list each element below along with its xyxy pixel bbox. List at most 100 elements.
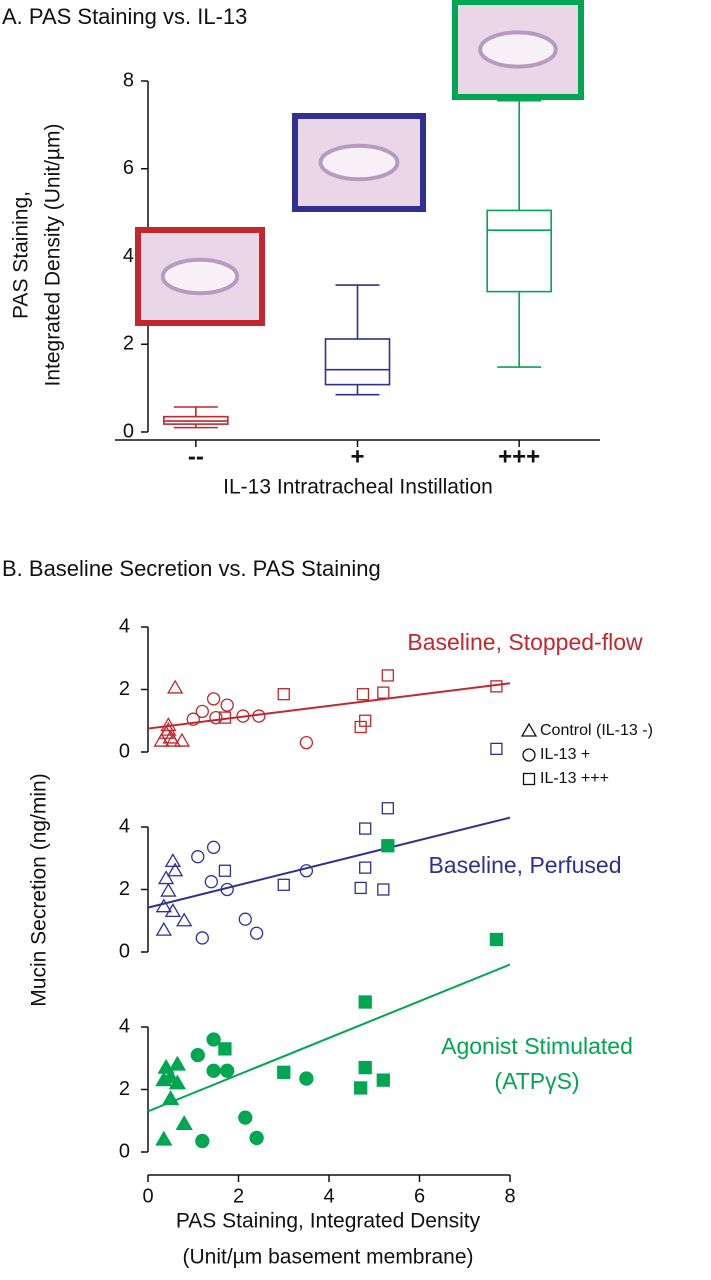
data-point <box>358 1060 372 1075</box>
fit-line <box>147 963 511 1113</box>
data-point <box>176 912 193 927</box>
data-point <box>206 1063 221 1078</box>
data-point <box>249 926 264 940</box>
data-point <box>220 1063 235 1078</box>
data-point <box>381 839 395 853</box>
data-point <box>354 881 367 895</box>
data-point <box>167 862 184 877</box>
fit-line <box>147 816 511 909</box>
data-point <box>190 1047 205 1063</box>
x-tick-label: +++ <box>498 443 540 470</box>
data-point <box>160 721 177 736</box>
y-tick-label: 4 <box>119 1015 130 1037</box>
data-point <box>354 720 367 734</box>
y-tick-label: 8 <box>123 69 134 91</box>
data-point <box>299 1071 314 1086</box>
x-axis-label: PAS Staining, Integrated Density <box>176 1210 481 1233</box>
y-tick-label: 0 <box>119 740 130 762</box>
data-point <box>236 709 250 723</box>
y-axis-label: PAS Staining, <box>10 191 33 319</box>
data-point <box>195 704 209 719</box>
data-point <box>220 698 234 712</box>
y-tick-label: 4 <box>123 245 134 267</box>
data-point <box>206 692 221 706</box>
panel-label: Baseline, Perfused <box>428 852 621 878</box>
data-point <box>168 1055 187 1071</box>
data-point <box>204 875 219 889</box>
data-point <box>157 870 175 885</box>
box <box>486 209 552 293</box>
x-tick-label: -- <box>188 443 204 470</box>
data-point <box>175 1115 193 1131</box>
panel-label: Agonist Stimulated <box>441 1033 633 1059</box>
data-point <box>164 732 182 747</box>
data-point <box>354 1081 368 1095</box>
data-point <box>359 861 372 874</box>
x-tick-label: + <box>350 443 364 470</box>
y-axis-label: Mucin Secretion (ng/min) <box>28 773 51 1006</box>
data-point <box>220 882 234 897</box>
legend-marker <box>522 772 536 786</box>
data-point <box>173 732 191 747</box>
box <box>324 338 391 386</box>
data-point <box>381 802 394 815</box>
data-point <box>206 1032 221 1047</box>
data-point <box>359 714 372 727</box>
data-point <box>164 853 182 868</box>
y-axis-label: Integrated Density (Unit/µm) <box>42 123 65 386</box>
data-point <box>195 931 209 945</box>
data-point <box>155 898 172 913</box>
data-point <box>277 688 290 701</box>
chart-title: B. Baseline Secretion vs. PAS Staining <box>2 556 381 581</box>
fit-line <box>147 682 511 730</box>
x-tick-label: 4 <box>323 1185 334 1207</box>
data-point <box>490 742 503 756</box>
data-point <box>218 711 232 724</box>
x-axis-label: (Unit/µm basement membrane) <box>182 1246 473 1269</box>
panel-label: (ATPγS) <box>494 1068 579 1094</box>
data-point <box>376 1073 390 1087</box>
data-point <box>490 680 503 693</box>
legend-label: IL-13 +++ <box>540 770 609 787</box>
data-point <box>356 688 370 701</box>
legend-label: Control (IL-13 -) <box>540 722 653 739</box>
data-point <box>377 686 390 699</box>
legend-marker <box>520 722 538 737</box>
data-point <box>238 1110 253 1125</box>
y-tick-label: 0 <box>119 940 130 962</box>
chart-title: A. PAS Staining vs. IL-13 <box>2 4 247 29</box>
y-tick-label: 2 <box>123 333 134 355</box>
data-point <box>359 822 372 835</box>
data-point <box>195 1133 210 1149</box>
data-point <box>299 864 314 878</box>
data-point <box>299 735 314 750</box>
micrograph-detail <box>478 30 558 69</box>
data-point <box>252 709 266 723</box>
y-tick-label: 2 <box>119 1078 130 1100</box>
x-tick-label: 0 <box>142 1185 153 1207</box>
data-point <box>377 883 390 896</box>
y-tick-label: 2 <box>119 678 130 700</box>
micrograph-detail <box>160 257 240 296</box>
data-point <box>489 932 504 947</box>
data-point <box>358 995 372 1009</box>
data-point <box>161 1090 180 1106</box>
data-point <box>160 882 177 897</box>
y-tick-label: 6 <box>123 157 134 179</box>
data-point <box>191 850 205 864</box>
data-point <box>155 1071 173 1087</box>
data-point <box>277 878 290 891</box>
data-point <box>167 679 184 694</box>
legend-marker <box>522 748 536 762</box>
data-point <box>218 1042 232 1056</box>
data-point <box>155 1130 173 1146</box>
data-point <box>168 1074 187 1090</box>
data-point <box>249 1130 264 1146</box>
data-point <box>186 712 200 726</box>
data-point <box>153 732 170 747</box>
x-tick-label: 8 <box>504 1185 515 1207</box>
data-point <box>155 921 172 936</box>
y-tick-label: 4 <box>119 815 130 837</box>
x-axis-label: IL-13 Intratracheal Instillation <box>223 476 493 499</box>
data-point <box>381 669 394 682</box>
